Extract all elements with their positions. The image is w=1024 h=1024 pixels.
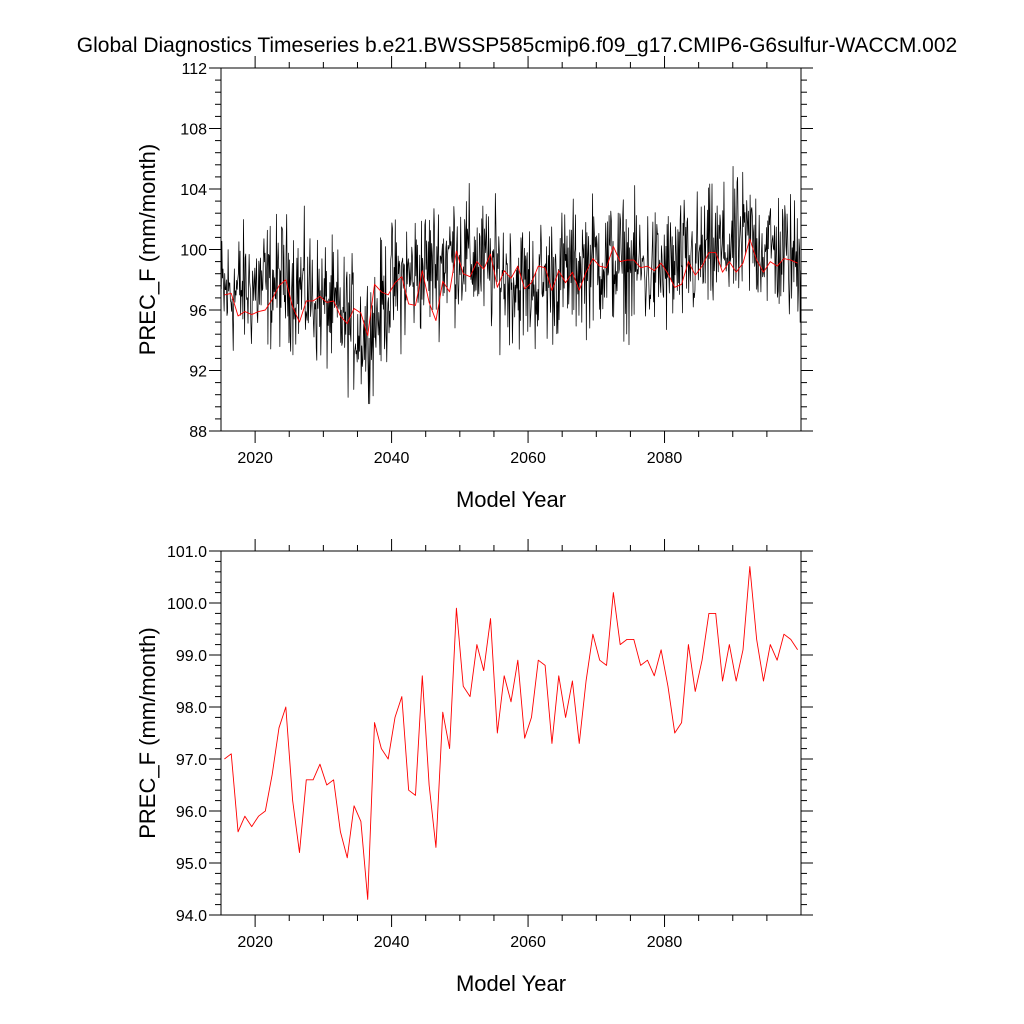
x-tick-label: 2080 xyxy=(647,450,683,467)
monthly-series-line-1 xyxy=(220,166,802,405)
annual-timeseries-panel: 2020 2040 2060 2080 94.0 95.0 96.0 97.0 98.0 99.0… xyxy=(135,539,813,996)
annual-series-line-1 xyxy=(224,238,798,337)
y-axis-label: PREC_F (mm/month) xyxy=(135,627,160,838)
y-tick-label: 99.0 xyxy=(176,648,207,665)
annual-series-line-2 xyxy=(224,566,798,900)
y-tick-label: 112 xyxy=(181,61,207,78)
y-tick-label: 100.0 xyxy=(167,596,207,613)
monthly-timeseries-panel: 2020 2040 2060 2080 88 92 96 100 104 108 112 Model … xyxy=(135,56,813,512)
y-tick-label: 96.0 xyxy=(176,804,207,821)
x-tick-label: 2080 xyxy=(647,934,683,951)
chart-title: Global Diagnostics Timeseries b.e21.BWSS… xyxy=(77,34,957,57)
y-tick-label: 96 xyxy=(189,303,207,320)
x-tick-label: 2020 xyxy=(237,934,273,951)
x-axis-label: Model Year xyxy=(456,971,566,996)
y-tick-label: 101.0 xyxy=(167,544,207,561)
y-tick-label: 94.0 xyxy=(176,908,207,925)
y-tick-label: 88 xyxy=(189,424,207,441)
x-tick-label: 2060 xyxy=(510,934,546,951)
y-tick-label: 92 xyxy=(189,364,207,381)
y-tick-label: 95.0 xyxy=(176,856,207,873)
x-tick-label: 2020 xyxy=(237,450,273,467)
y-tick-label: 108 xyxy=(180,122,207,139)
x-tick-label: 2040 xyxy=(374,934,410,951)
x-axis-label: Model Year xyxy=(456,487,566,512)
x-tick-label: 2040 xyxy=(374,450,410,467)
y-tick-label: 97.0 xyxy=(176,752,207,769)
y-tick-label: 100 xyxy=(180,243,207,260)
y-axis-label: PREC_F (mm/month) xyxy=(135,144,160,355)
y-tick-label: 98.0 xyxy=(176,700,207,717)
plot-frame-2 xyxy=(220,550,802,916)
y-tick-label: 104 xyxy=(180,182,207,199)
x-tick-label: 2060 xyxy=(510,450,546,467)
